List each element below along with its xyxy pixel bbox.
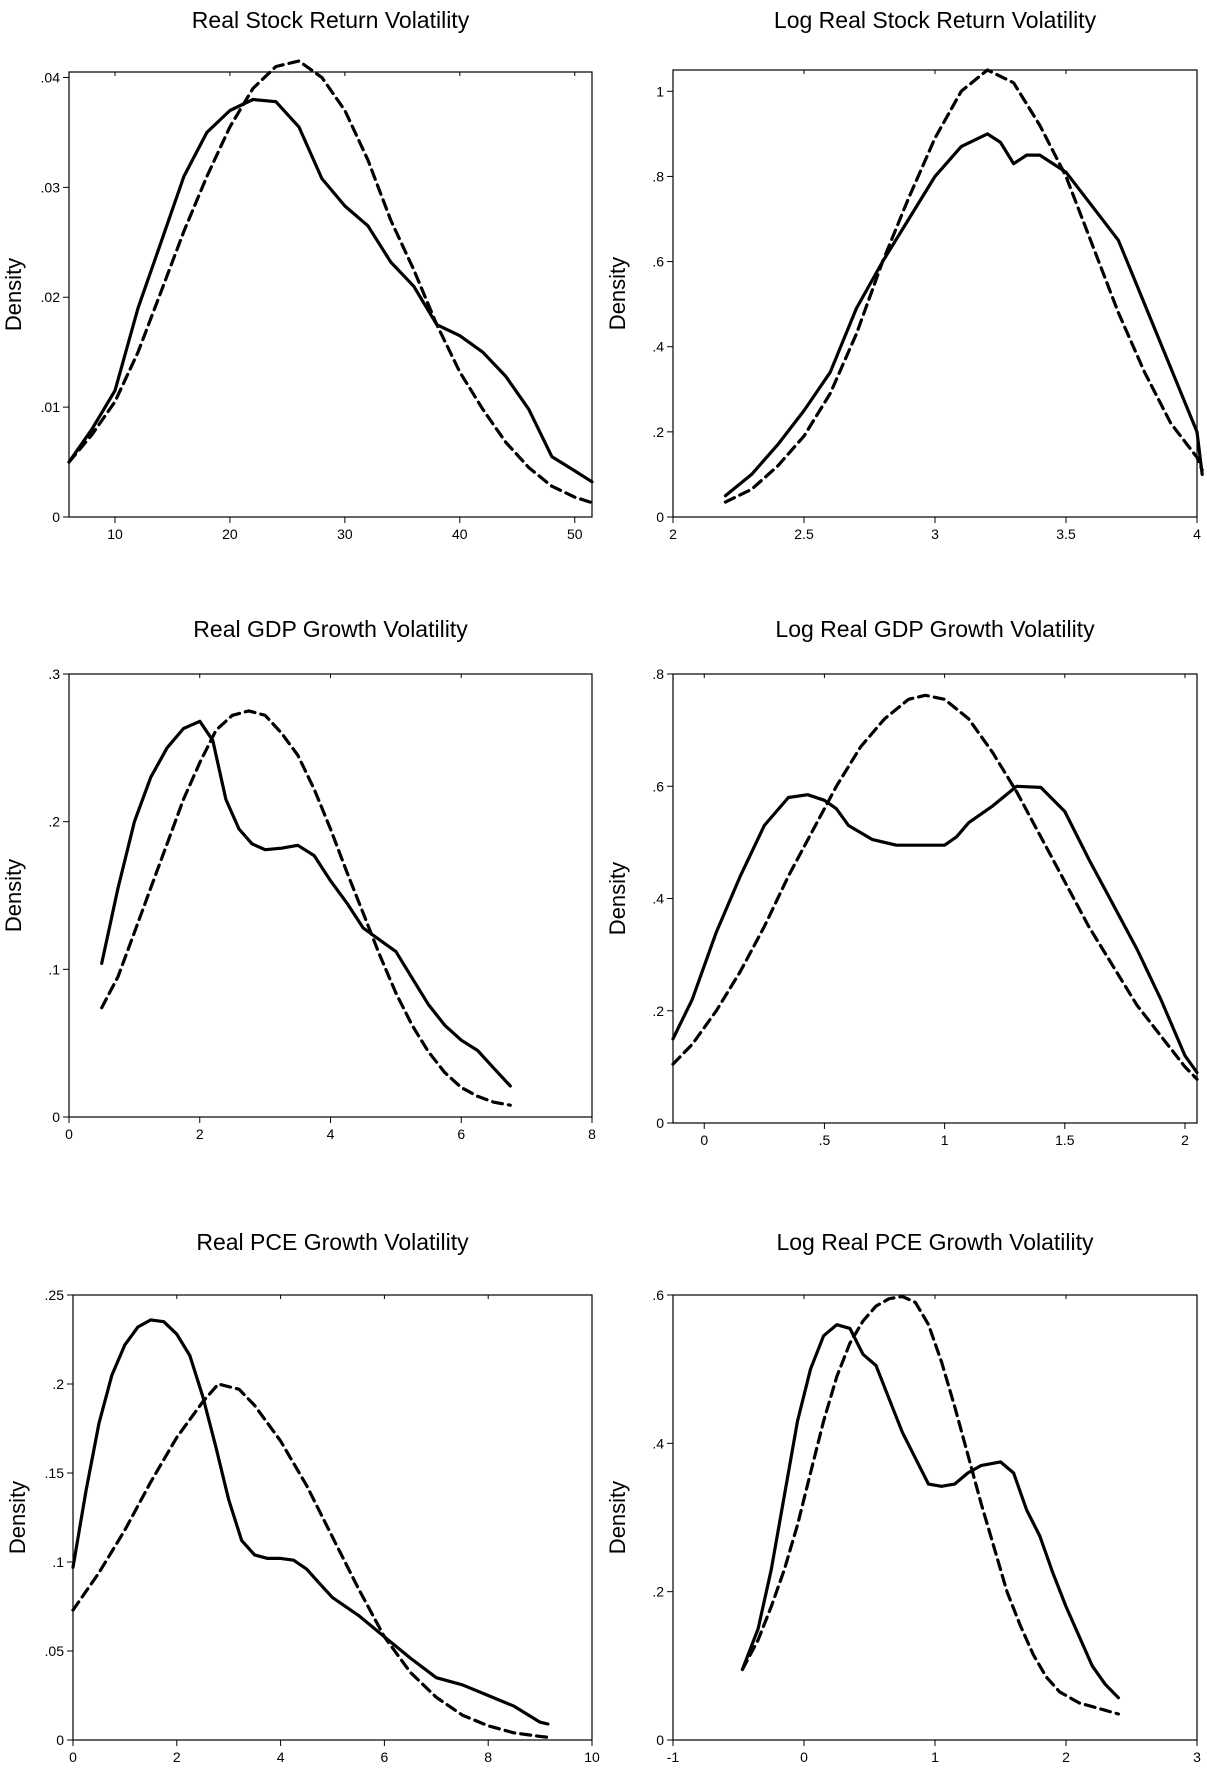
y-tick-label: .3 — [48, 666, 60, 682]
y-axis-label: Density — [1, 258, 26, 331]
y-axis-label: Density — [1, 859, 26, 932]
y-tick-label: .01 — [41, 399, 61, 415]
y-axis-label: Density — [5, 1481, 30, 1554]
y-tick-label: .8 — [652, 168, 664, 184]
x-tick-label: 4 — [1193, 526, 1201, 542]
y-tick-label: .1 — [48, 961, 60, 977]
x-tick-label: 0 — [69, 1749, 77, 1765]
y-tick-label: 0 — [656, 509, 664, 525]
x-tick-label: 4 — [327, 1126, 335, 1142]
x-tick-label: 8 — [484, 1749, 492, 1765]
x-tick-label: 30 — [337, 526, 353, 542]
x-tick-label: 3 — [931, 526, 939, 542]
y-tick-label: 0 — [656, 1115, 664, 1131]
chart-panel-1: Real Stock Return Volatility Density 0 .01.… — [1, 7, 594, 542]
solid-density-line — [71, 1318, 550, 1726]
y-tick-label: 0 — [52, 1109, 60, 1125]
plot-frame — [68, 71, 593, 518]
x-tick-label: 4 — [277, 1749, 285, 1765]
chart-panel-6: Log Real PCE Growth Volatility Density 0 .2… — [605, 1229, 1201, 1765]
y-tick-label: .4 — [652, 1435, 664, 1451]
chart-title: Real PCE Growth Volatility — [196, 1229, 469, 1255]
y-tick-label: .4 — [652, 339, 664, 355]
plot-frame — [672, 673, 1198, 1124]
x-tick-label: 1 — [931, 1749, 939, 1765]
dashed-density-line — [671, 693, 1199, 1081]
y-tick-label: .6 — [652, 778, 664, 794]
x-tick-label: 50 — [567, 526, 583, 542]
dashed-density-line — [67, 59, 594, 505]
chart-panel-2: Log Real Stock Return Volatility Density 0… — [605, 7, 1204, 542]
x-tick-label: 6 — [381, 1749, 389, 1765]
dashed-density-line — [740, 1294, 1120, 1716]
solid-density-line — [723, 132, 1204, 498]
solid-density-line — [67, 97, 594, 484]
x-tick-label: -1 — [667, 1749, 680, 1765]
x-tick-label: 2 — [196, 1126, 204, 1142]
x-tick-label: .5 — [819, 1132, 831, 1148]
y-axis-label: Density — [605, 862, 630, 935]
y-tick-label: .1 — [52, 1554, 64, 1570]
y-tick-label: .05 — [45, 1643, 65, 1659]
solid-density-line — [740, 1323, 1120, 1700]
solid-density-line — [100, 719, 512, 1088]
x-tick-label: 20 — [222, 526, 238, 542]
y-tick-label: 0 — [656, 1732, 664, 1748]
chart-title: Log Real GDP Growth Volatility — [775, 616, 1095, 642]
y-tick-label: .4 — [652, 891, 664, 907]
x-tick-label: 8 — [588, 1126, 596, 1142]
x-tick-label: 2 — [1062, 1749, 1070, 1765]
x-tick-label: 10 — [107, 526, 123, 542]
chart-panel-5: Real PCE Growth Volatility Density 0 .05 .1.… — [5, 1229, 600, 1765]
chart-title: Real GDP Growth Volatility — [193, 616, 468, 642]
chart-title: Log Real Stock Return Volatility — [774, 7, 1097, 33]
y-tick-label: 1 — [656, 83, 664, 99]
solid-density-line — [671, 784, 1199, 1075]
x-tick-label: 3.5 — [1056, 526, 1076, 542]
y-tick-label: .2 — [652, 1003, 664, 1019]
y-tick-label: .6 — [652, 1287, 664, 1303]
x-tick-label: 6 — [457, 1126, 465, 1142]
chart-title: Real Stock Return Volatility — [192, 7, 470, 33]
y-axis-label: Density — [605, 1481, 630, 1554]
y-tick-label: .02 — [41, 289, 61, 305]
x-tick-label: 1 — [941, 1132, 949, 1148]
plot-frame — [672, 1294, 1198, 1741]
x-tick-label: 2.5 — [794, 526, 814, 542]
y-tick-label: .2 — [48, 814, 60, 830]
plot-frame — [72, 1294, 593, 1741]
x-tick-label: 2 — [669, 526, 677, 542]
y-tick-label: .2 — [52, 1376, 64, 1392]
y-tick-label: .04 — [41, 69, 61, 85]
y-tick-label: .2 — [652, 1584, 664, 1600]
x-tick-label: 0 — [800, 1749, 808, 1765]
y-tick-label: 0 — [56, 1732, 64, 1748]
y-tick-label: 0 — [52, 509, 60, 525]
x-tick-label: 0 — [700, 1132, 708, 1148]
chart-panel-4: Log Real GDP Growth Volatility Density 0 .2… — [605, 616, 1199, 1148]
y-tick-label: .6 — [652, 254, 664, 270]
dashed-density-line — [71, 1382, 550, 1739]
chart-panel-3: Real GDP Growth Volatility Density 0 .1 .2 .3… — [1, 616, 596, 1142]
chart-title: Log Real PCE Growth Volatility — [776, 1229, 1094, 1255]
x-tick-label: 0 — [65, 1126, 73, 1142]
x-tick-label: 2 — [173, 1749, 181, 1765]
dashed-density-line — [100, 709, 512, 1107]
x-tick-label: 3 — [1193, 1749, 1201, 1765]
dashed-density-line — [723, 68, 1204, 504]
x-tick-label: 1.5 — [1055, 1132, 1075, 1148]
x-tick-label: 40 — [452, 526, 468, 542]
x-tick-label: 10 — [584, 1749, 600, 1765]
y-tick-label: .03 — [41, 179, 61, 195]
y-tick-label: .25 — [45, 1287, 65, 1303]
x-tick-label: 2 — [1181, 1132, 1189, 1148]
y-tick-label: .2 — [652, 424, 664, 440]
y-axis-label: Density — [605, 257, 630, 330]
y-tick-label: .15 — [45, 1465, 65, 1481]
y-tick-label: .8 — [652, 666, 664, 682]
